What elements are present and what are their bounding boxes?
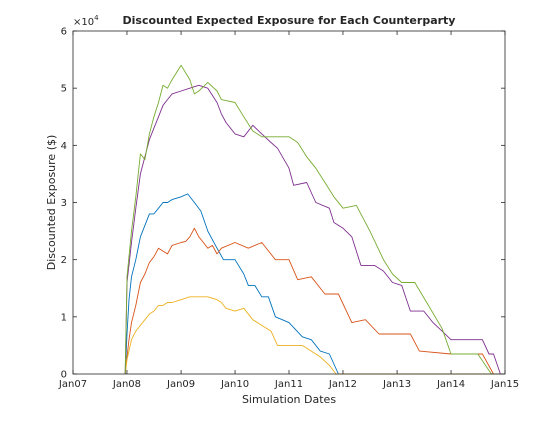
y-axis-exponent: ×104: [73, 14, 99, 28]
y-tick-label: 2: [61, 255, 67, 266]
axis-ticks: Jan07 Jan08 Jan09 Jan10 Jan11 Jan12 Jan13 Jan14…: [58, 27, 519, 391]
y-tick-label: 1: [61, 312, 67, 323]
y-axis-exponent-power: 4: [94, 14, 99, 22]
x-tick-label: Jan10: [220, 379, 249, 390]
y-tick-label: 3: [61, 198, 67, 209]
x-axis-label: Simulation Dates: [242, 393, 336, 406]
x-tick-label: Jan13: [382, 379, 411, 390]
series-line-2: [124, 227, 505, 375]
series-line-1: [124, 193, 505, 375]
x-tick-label: Jan07: [58, 379, 87, 390]
series-line-5: [124, 64, 505, 375]
series-layer: [124, 64, 505, 375]
x-tick-label: Jan12: [328, 379, 357, 390]
x-tick-label: Jan11: [274, 379, 303, 390]
x-tick-label: Jan15: [490, 379, 519, 390]
x-tick-label: Jan14: [436, 379, 465, 390]
chart-title: Discounted Expected Exposure for Each Co…: [123, 14, 456, 27]
y-axis-label: Discounted Exposure ($): [45, 135, 58, 271]
y-tick-label: 0: [61, 370, 67, 381]
x-tick-label: Jan09: [166, 379, 195, 390]
y-tick-label: 5: [61, 84, 67, 95]
series-line-3: [124, 296, 505, 375]
x-tick-label: Jan08: [112, 379, 141, 390]
y-axis-exponent-base: ×10: [73, 17, 94, 28]
series-line-4: [124, 84, 505, 375]
y-tick-label: 6: [61, 27, 67, 38]
y-tick-label: 4: [61, 141, 67, 152]
